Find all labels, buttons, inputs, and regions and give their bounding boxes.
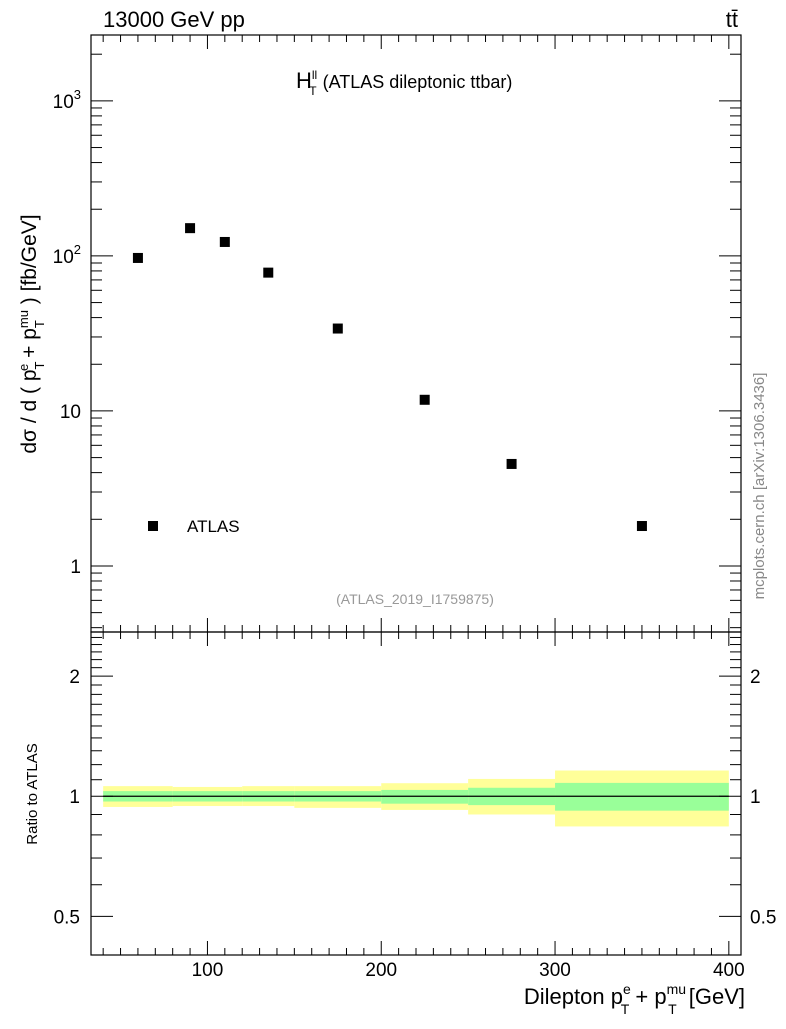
y-tick-label: 102 bbox=[53, 242, 81, 268]
y-tick-label: 10 bbox=[60, 402, 81, 423]
process-label: tt̄ bbox=[726, 7, 738, 32]
x-tick-label: 300 bbox=[539, 960, 571, 981]
ratio-y-tick-label-right: 0.5 bbox=[750, 907, 776, 928]
data-point-atlas bbox=[263, 267, 274, 278]
ratio-y-label: Ratio to ATLAS bbox=[24, 743, 41, 844]
data-point-atlas bbox=[219, 236, 230, 247]
legend-label-atlas: ATLAS bbox=[187, 517, 240, 536]
x-axis-label: Dilepton pe T + pmu T [GeV] bbox=[524, 981, 745, 1017]
ratio-y-tick-label-right: 1 bbox=[750, 787, 761, 808]
x-tick-label: 400 bbox=[713, 960, 745, 981]
data-point-atlas bbox=[185, 223, 196, 234]
energy-label: 13000 GeV pp bbox=[103, 7, 245, 32]
watermark: mcplots.cern.ch [arXiv:1306.3436] bbox=[751, 373, 768, 600]
x-tick-label: 100 bbox=[192, 960, 224, 981]
main-plot-frame bbox=[90, 34, 742, 633]
ratio-y-tick-label-left: 2 bbox=[69, 667, 80, 688]
y-tick-label: 103 bbox=[53, 87, 81, 113]
ratio-plot-frame bbox=[90, 631, 742, 956]
data-point-atlas bbox=[132, 252, 143, 263]
main-y-label: dσ / d ( pTe + pTmu ) [fb/GeV] bbox=[16, 214, 47, 453]
y-tick-label: 1 bbox=[70, 557, 81, 578]
data-point-atlas bbox=[332, 323, 343, 334]
analysis-id: (ATLAS_2019_I1759875) bbox=[336, 591, 494, 607]
ratio-y-tick-label-left: 1 bbox=[69, 787, 80, 808]
main-title: Hll T (ATLAS dileptonic ttbar) bbox=[296, 68, 512, 98]
data-point-atlas bbox=[419, 394, 430, 405]
data-point-atlas bbox=[636, 521, 647, 532]
x-tick-label: 200 bbox=[365, 960, 397, 981]
data-point-atlas bbox=[506, 458, 517, 469]
ratio-y-tick-label-left: 0.5 bbox=[54, 907, 80, 928]
legend-marker-atlas bbox=[148, 521, 158, 531]
ratio-y-tick-label-right: 2 bbox=[750, 667, 761, 688]
